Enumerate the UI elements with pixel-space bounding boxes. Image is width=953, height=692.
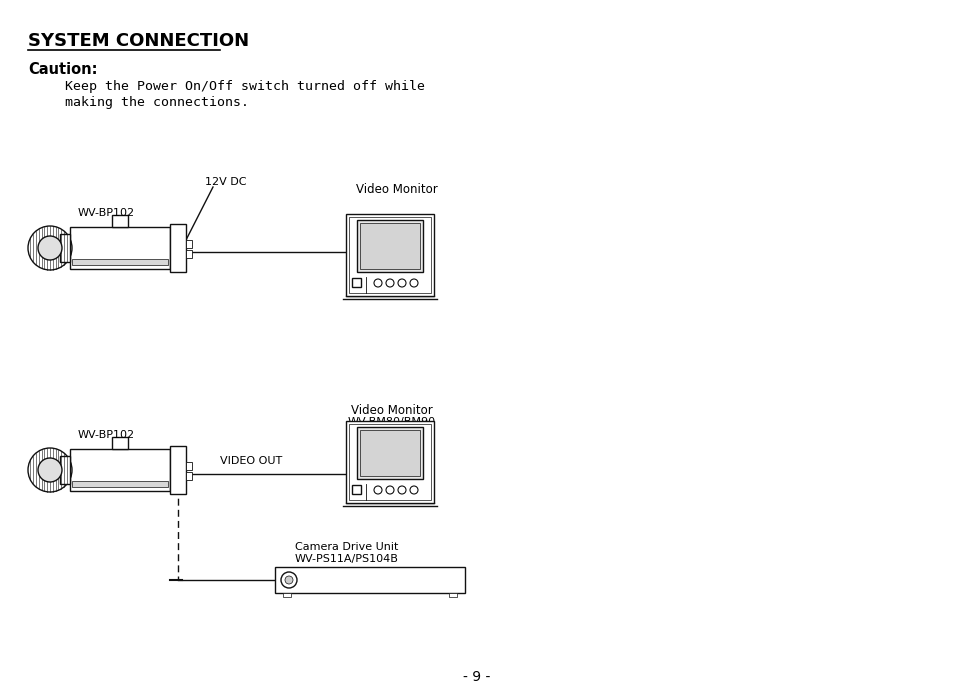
Text: WV-BP102: WV-BP102: [78, 430, 135, 440]
Text: - 9 -: - 9 -: [463, 670, 490, 684]
Bar: [70, 227, 170, 269]
Circle shape: [374, 486, 381, 494]
Bar: [359, 430, 419, 476]
Circle shape: [397, 279, 406, 287]
Bar: [356, 220, 422, 272]
Bar: [60, 234, 70, 262]
Bar: [346, 214, 434, 296]
Text: VIDEO OUT: VIDEO OUT: [220, 456, 282, 466]
Text: Video Monitor: Video Monitor: [351, 404, 433, 417]
Circle shape: [386, 279, 394, 287]
Bar: [274, 567, 464, 593]
Bar: [349, 424, 431, 500]
Text: Camera Drive Unit: Camera Drive Unit: [294, 542, 398, 552]
Circle shape: [374, 279, 381, 287]
Circle shape: [397, 486, 406, 494]
Bar: [186, 472, 192, 480]
Bar: [186, 240, 192, 248]
Bar: [71, 481, 168, 487]
Text: Video Monitor: Video Monitor: [355, 183, 437, 196]
Text: Keep the Power On/Off switch turned off while: Keep the Power On/Off switch turned off …: [65, 80, 424, 93]
Text: WV-BM80/BM90: WV-BM80/BM90: [348, 417, 436, 427]
Bar: [170, 446, 186, 494]
Bar: [352, 278, 360, 287]
Bar: [352, 485, 360, 494]
Bar: [186, 250, 192, 258]
Circle shape: [410, 279, 417, 287]
Bar: [112, 437, 128, 449]
Text: Caution:: Caution:: [28, 62, 97, 77]
Circle shape: [28, 226, 71, 270]
Bar: [112, 215, 128, 227]
Text: making the connections.: making the connections.: [65, 96, 249, 109]
Circle shape: [386, 486, 394, 494]
Circle shape: [38, 458, 62, 482]
Bar: [70, 449, 170, 491]
Bar: [283, 593, 291, 597]
Text: WV-PS11A/PS104B: WV-PS11A/PS104B: [294, 554, 398, 564]
Text: 12V DC: 12V DC: [205, 177, 246, 187]
Bar: [346, 421, 434, 503]
Bar: [356, 427, 422, 479]
Bar: [186, 462, 192, 470]
Bar: [60, 456, 70, 484]
Circle shape: [410, 486, 417, 494]
Text: SYSTEM CONNECTION: SYSTEM CONNECTION: [28, 32, 249, 50]
Bar: [170, 224, 186, 272]
Circle shape: [28, 448, 71, 492]
Bar: [359, 223, 419, 269]
Bar: [349, 217, 431, 293]
Text: WV-BP102: WV-BP102: [78, 208, 135, 218]
Bar: [449, 593, 456, 597]
Circle shape: [38, 236, 62, 260]
Circle shape: [285, 576, 293, 584]
Circle shape: [281, 572, 296, 588]
Bar: [71, 259, 168, 265]
